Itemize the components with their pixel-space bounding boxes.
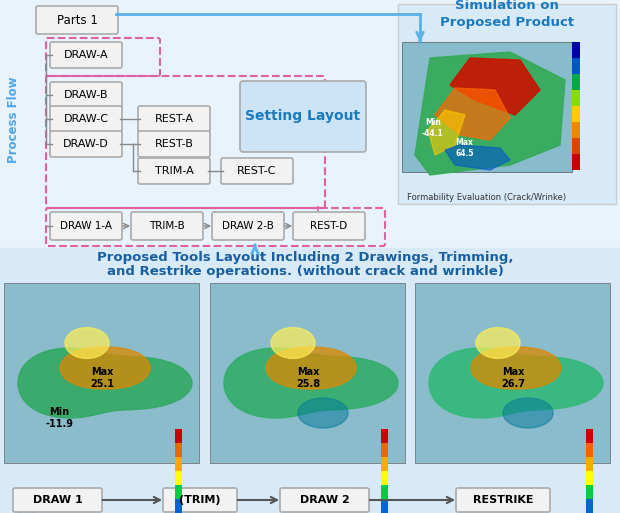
Bar (572, 106, 580, 122)
FancyBboxPatch shape (163, 488, 237, 512)
Polygon shape (450, 58, 540, 115)
FancyBboxPatch shape (280, 488, 369, 512)
Bar (586, 443, 593, 457)
FancyBboxPatch shape (50, 42, 122, 68)
Bar (586, 499, 593, 513)
Text: DRAW-D: DRAW-D (63, 139, 109, 149)
Bar (175, 429, 182, 443)
Bar (0, 248, 620, 513)
FancyBboxPatch shape (138, 158, 210, 184)
FancyBboxPatch shape (293, 212, 365, 240)
Bar (572, 90, 580, 106)
Bar (586, 471, 593, 485)
Text: DRAW 1: DRAW 1 (33, 495, 82, 505)
FancyBboxPatch shape (212, 212, 284, 240)
FancyBboxPatch shape (221, 158, 293, 184)
Text: Parts 1: Parts 1 (56, 13, 97, 27)
Bar (381, 499, 388, 513)
Polygon shape (435, 88, 510, 140)
FancyBboxPatch shape (131, 212, 203, 240)
Text: DRAW 1-A: DRAW 1-A (60, 221, 112, 231)
Bar (381, 457, 388, 471)
Bar (572, 122, 580, 138)
Bar (402, 42, 572, 172)
Bar (572, 74, 580, 90)
Bar (398, 4, 616, 204)
Polygon shape (445, 145, 510, 170)
Text: Min
-44.1: Min -44.1 (422, 119, 444, 137)
Polygon shape (471, 347, 561, 389)
Bar (175, 471, 182, 485)
Polygon shape (224, 348, 398, 418)
Polygon shape (298, 398, 348, 428)
Text: Min
-11.9: Min -11.9 (45, 407, 73, 429)
Bar (415, 283, 610, 463)
Bar (586, 485, 593, 499)
Bar (381, 485, 388, 499)
Bar (175, 443, 182, 457)
Polygon shape (476, 328, 520, 359)
Polygon shape (18, 348, 192, 418)
Text: and Restrike operations. (without crack and wrinkle): and Restrike operations. (without crack … (107, 265, 503, 278)
Text: Formability Evaluation (Crack/Wrinke): Formability Evaluation (Crack/Wrinke) (407, 193, 567, 203)
Text: TRIM-A: TRIM-A (154, 166, 193, 176)
FancyBboxPatch shape (50, 82, 122, 108)
Bar (381, 471, 388, 485)
Polygon shape (428, 110, 465, 155)
Bar (572, 42, 580, 58)
Bar (210, 283, 405, 463)
Bar (572, 138, 580, 154)
Text: Setting Layout: Setting Layout (246, 109, 361, 123)
Polygon shape (271, 328, 315, 359)
Bar (572, 58, 580, 74)
Bar (175, 499, 182, 513)
Bar (572, 154, 580, 170)
Text: REST-B: REST-B (154, 139, 193, 149)
Polygon shape (60, 347, 150, 389)
FancyBboxPatch shape (50, 131, 122, 157)
Text: DRAW-C: DRAW-C (63, 114, 108, 124)
Text: (TRIM): (TRIM) (179, 495, 221, 505)
Bar (0, 0, 620, 248)
Text: Proposed Tools Layout Including 2 Drawings, Trimming,: Proposed Tools Layout Including 2 Drawin… (97, 251, 513, 265)
Bar (586, 457, 593, 471)
Bar (175, 457, 182, 471)
Text: REST-C: REST-C (237, 166, 277, 176)
FancyArrow shape (16, 500, 38, 513)
Text: Max
25.8: Max 25.8 (296, 367, 320, 389)
Text: REST-D: REST-D (311, 221, 348, 231)
Bar (586, 429, 593, 443)
FancyBboxPatch shape (138, 131, 210, 157)
Text: DRAW-B: DRAW-B (64, 90, 108, 100)
Bar (381, 443, 388, 457)
Text: DRAW-A: DRAW-A (64, 50, 108, 60)
FancyBboxPatch shape (50, 212, 122, 240)
Text: REST-A: REST-A (154, 114, 193, 124)
Bar (4, 283, 199, 463)
Polygon shape (65, 328, 109, 359)
FancyBboxPatch shape (138, 106, 210, 132)
Text: Max
64.5: Max 64.5 (455, 139, 474, 157)
Polygon shape (266, 347, 356, 389)
FancyBboxPatch shape (50, 106, 122, 132)
FancyBboxPatch shape (36, 6, 118, 34)
Polygon shape (503, 398, 553, 428)
Text: DRAW 2-B: DRAW 2-B (222, 221, 274, 231)
FancyBboxPatch shape (13, 488, 102, 512)
Text: DRAW 2: DRAW 2 (299, 495, 350, 505)
Bar (381, 429, 388, 443)
Text: Process Flow: Process Flow (7, 77, 20, 163)
FancyBboxPatch shape (456, 488, 550, 512)
Polygon shape (429, 348, 603, 418)
Text: TRIM-B: TRIM-B (149, 221, 185, 231)
Text: Max
26.7: Max 26.7 (501, 367, 525, 389)
Polygon shape (415, 52, 565, 175)
Text: Max
25.1: Max 25.1 (90, 367, 114, 389)
Text: Simulation on
Proposed Product: Simulation on Proposed Product (440, 0, 574, 29)
Text: RESTRIKE: RESTRIKE (472, 495, 533, 505)
Bar (175, 485, 182, 499)
FancyBboxPatch shape (240, 81, 366, 152)
